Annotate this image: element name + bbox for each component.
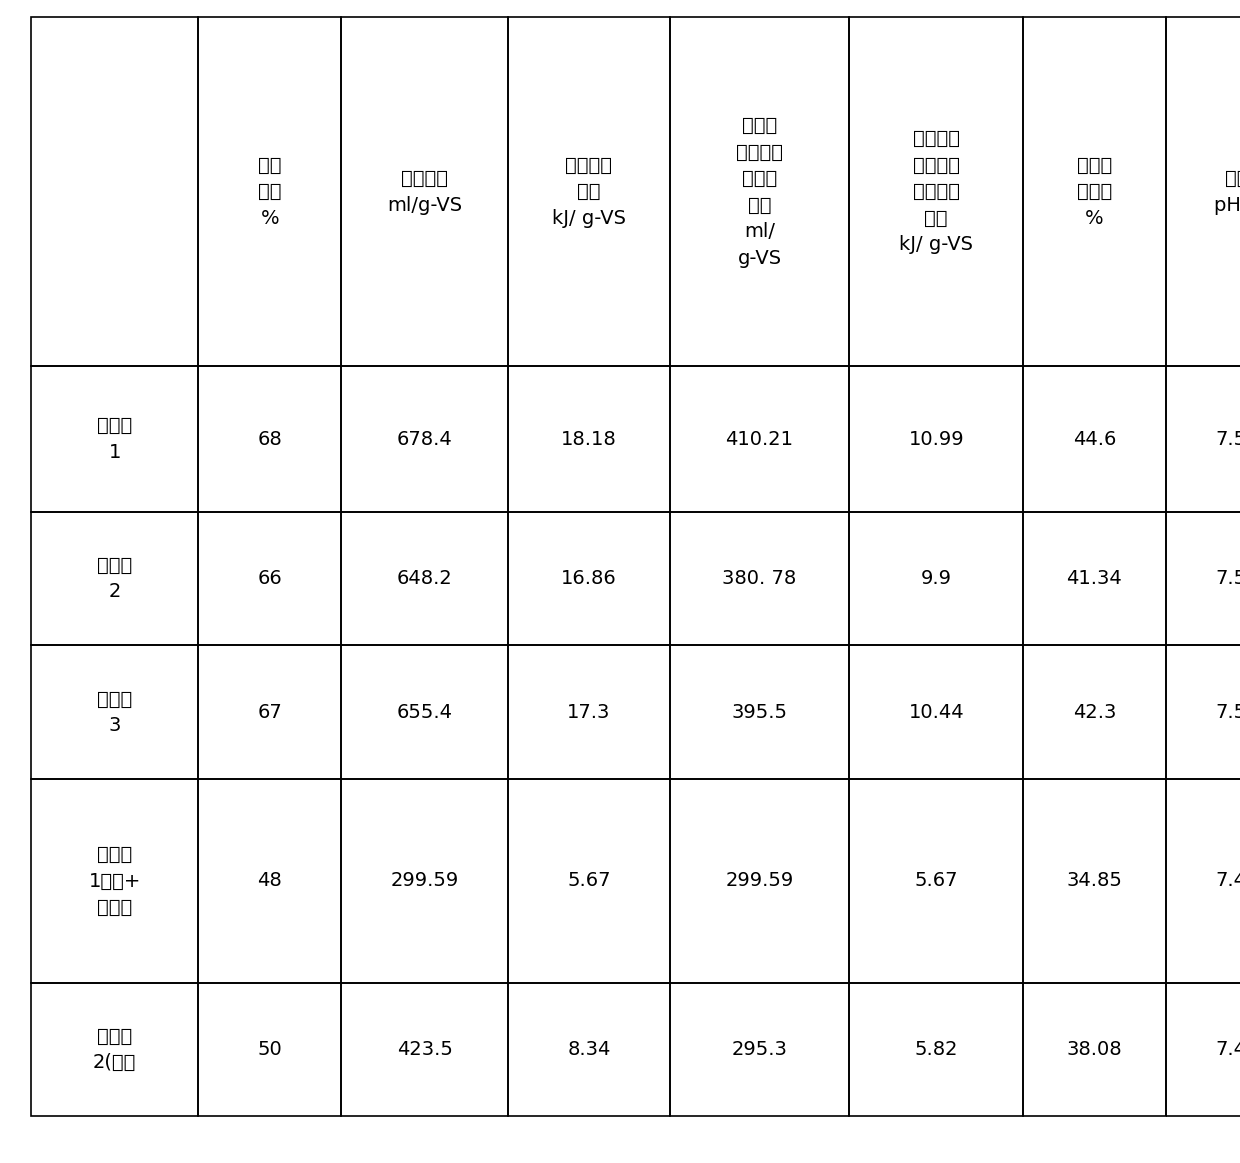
Bar [341, 512, 508, 645]
Text: 有机质
去除率
%: 有机质 去除率 % [1076, 156, 1112, 228]
Text: 沼气产
率（扣除
醋酸影
响）
ml/
g-VS: 沼气产 率（扣除 醋酸影 响） ml/ g-VS [737, 116, 782, 267]
Bar [31, 366, 198, 512]
Bar [31, 512, 198, 645]
Text: 实施例
2: 实施例 2 [97, 556, 133, 601]
Text: 678.4: 678.4 [397, 429, 453, 449]
Text: 对比例
2(水热: 对比例 2(水热 [93, 1027, 136, 1072]
Text: 50: 50 [258, 1040, 281, 1059]
Bar [508, 17, 670, 366]
Bar [198, 779, 341, 983]
Bar [849, 983, 1023, 1116]
Bar [670, 645, 849, 779]
Text: 沼气产率
ml/g-VS: 沼气产率 ml/g-VS [387, 169, 463, 215]
Bar [198, 645, 341, 779]
Text: 对比例
1（碱+
水热）: 对比例 1（碱+ 水热） [88, 846, 141, 916]
Text: 沼气热值
产率
kJ/ g-VS: 沼气热值 产率 kJ/ g-VS [552, 156, 626, 228]
Bar [670, 17, 849, 366]
Bar [31, 983, 198, 1116]
Text: 17.3: 17.3 [568, 702, 610, 722]
Bar [1166, 366, 1240, 512]
Text: 实施例
1: 实施例 1 [97, 416, 133, 462]
Bar [198, 512, 341, 645]
Bar [849, 17, 1023, 366]
Bar [31, 645, 198, 779]
Bar [1166, 779, 1240, 983]
Bar [341, 17, 508, 366]
Bar [341, 645, 508, 779]
Text: 10.99: 10.99 [909, 429, 963, 449]
Text: 44.6: 44.6 [1073, 429, 1116, 449]
Text: 沼气热值
产率（扣
除醋酸影
响）
kJ/ g-VS: 沼气热值 产率（扣 除醋酸影 响） kJ/ g-VS [899, 129, 973, 255]
Text: 34.85: 34.85 [1066, 871, 1122, 891]
Text: 系统
pH 值: 系统 pH 值 [1214, 169, 1240, 215]
Bar [1166, 512, 1240, 645]
Text: 5.67: 5.67 [567, 871, 611, 891]
Bar [670, 983, 849, 1116]
Bar [1166, 983, 1240, 1116]
Bar [670, 512, 849, 645]
Text: 299.59: 299.59 [391, 871, 459, 891]
Text: 295.3: 295.3 [732, 1040, 787, 1059]
Text: 5.82: 5.82 [914, 1040, 959, 1059]
Bar [670, 366, 849, 512]
Bar [341, 983, 508, 1116]
Text: 7.41: 7.41 [1215, 871, 1240, 891]
Text: 41.34: 41.34 [1066, 569, 1122, 588]
Bar [1023, 779, 1166, 983]
Bar [670, 779, 849, 983]
Bar [31, 779, 198, 983]
Bar [508, 983, 670, 1116]
Bar [849, 645, 1023, 779]
Bar [1023, 366, 1166, 512]
Text: 9.9: 9.9 [921, 569, 952, 588]
Text: 7.51: 7.51 [1215, 702, 1240, 722]
Text: 423.5: 423.5 [397, 1040, 453, 1059]
Bar [341, 366, 508, 512]
Text: 18.18: 18.18 [562, 429, 616, 449]
Text: 甲烷
含量
%: 甲烷 含量 % [258, 156, 281, 228]
Text: 299.59: 299.59 [725, 871, 794, 891]
Bar [341, 779, 508, 983]
Text: 68: 68 [258, 429, 281, 449]
Bar [849, 779, 1023, 983]
Bar [1023, 512, 1166, 645]
Bar [31, 17, 198, 366]
Bar [1166, 645, 1240, 779]
Bar [198, 983, 341, 1116]
Text: 8.34: 8.34 [568, 1040, 610, 1059]
Bar [1166, 17, 1240, 366]
Bar [508, 779, 670, 983]
Bar [198, 17, 341, 366]
Text: 410.21: 410.21 [725, 429, 794, 449]
Text: 7.52: 7.52 [1215, 569, 1240, 588]
Bar [508, 366, 670, 512]
Text: 648.2: 648.2 [397, 569, 453, 588]
Bar [849, 512, 1023, 645]
Bar [508, 512, 670, 645]
Text: 7.49: 7.49 [1215, 1040, 1240, 1059]
Bar [1023, 17, 1166, 366]
Text: 7.53: 7.53 [1215, 429, 1240, 449]
Text: 380. 78: 380. 78 [723, 569, 796, 588]
Text: 48: 48 [258, 871, 281, 891]
Bar [849, 366, 1023, 512]
Text: 67: 67 [258, 702, 281, 722]
Bar [508, 645, 670, 779]
Text: 16.86: 16.86 [562, 569, 616, 588]
Text: 38.08: 38.08 [1066, 1040, 1122, 1059]
Bar [1023, 645, 1166, 779]
Bar [198, 366, 341, 512]
Text: 42.3: 42.3 [1073, 702, 1116, 722]
Text: 实施例
3: 实施例 3 [97, 690, 133, 735]
Bar [1023, 983, 1166, 1116]
Text: 655.4: 655.4 [397, 702, 453, 722]
Text: 5.67: 5.67 [914, 871, 959, 891]
Text: 66: 66 [258, 569, 281, 588]
Text: 395.5: 395.5 [732, 702, 787, 722]
Text: 10.44: 10.44 [909, 702, 963, 722]
